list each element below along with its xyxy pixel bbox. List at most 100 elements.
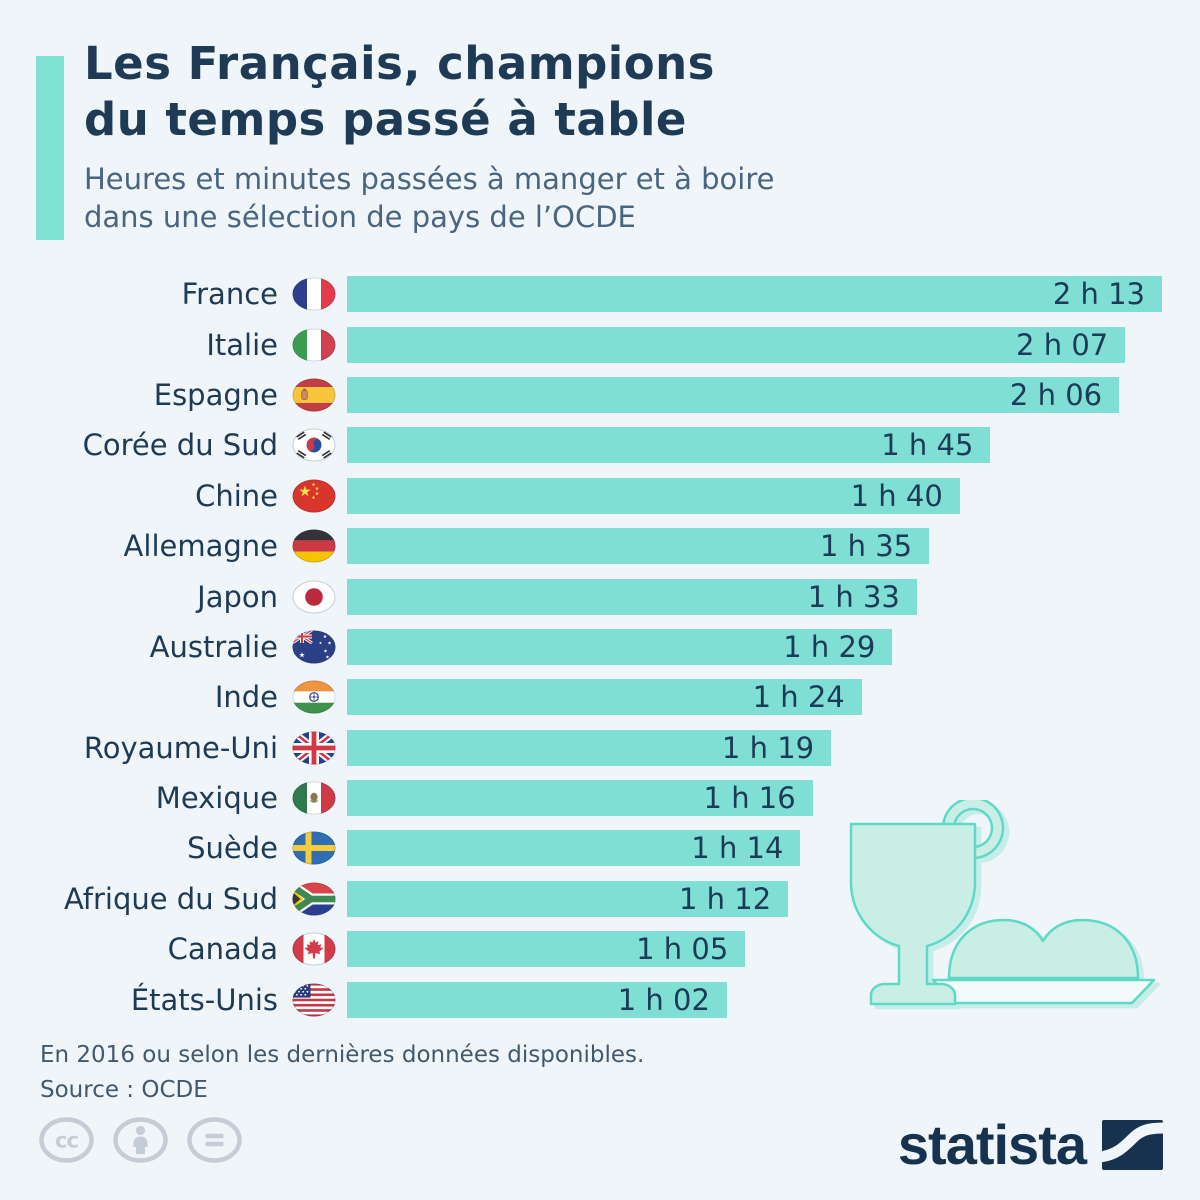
chart-row: France 2 h 13 — [40, 269, 1162, 319]
page-title: Les Français, champions du temps passé à… — [84, 36, 774, 148]
country-label: États-Unis — [130, 982, 278, 1017]
value-bar: 1 h 16 — [347, 780, 813, 817]
svg-text:cc: cc — [55, 1129, 78, 1153]
chart-row: Allemagne 1 h 35 — [40, 521, 1162, 571]
bar-track: 1 h 45 — [347, 427, 1162, 464]
bar-track: 1 h 14 — [347, 830, 1162, 867]
statista-wordmark: statista — [897, 1113, 1087, 1176]
value-bar: 1 h 19 — [347, 729, 832, 766]
value-label: 1 h 05 — [636, 932, 729, 967]
cc-license-icons: cc — [38, 1117, 243, 1163]
flag-afrique-du-sud-icon — [292, 882, 336, 916]
cc-by-icon — [113, 1117, 168, 1163]
value-bar: 1 h 45 — [347, 427, 991, 464]
flag-etats-unis-icon — [292, 983, 336, 1017]
chart-row: Chine 1 h 40 — [40, 471, 1162, 521]
flag-allemagne-icon — [292, 529, 336, 563]
bar-track: 1 h 05 — [347, 931, 1162, 968]
value-label: 1 h 16 — [703, 781, 796, 816]
cc-icon: cc — [39, 1117, 94, 1163]
value-label: 1 h 12 — [679, 881, 772, 916]
country-label: Inde — [214, 680, 278, 715]
chart-row: Afrique du Sud 1 h 12 — [40, 874, 1162, 924]
value-bar: 1 h 29 — [347, 628, 893, 665]
value-bar: 2 h 06 — [347, 376, 1120, 413]
value-label: 1 h 29 — [783, 629, 876, 664]
bar-track: 2 h 07 — [347, 326, 1162, 363]
chart-row: Inde 1 h 24 — [40, 672, 1162, 722]
country-label: Canada — [167, 932, 278, 967]
bar-track: 2 h 06 — [347, 376, 1162, 413]
chart-row: Australie 1 h 29 — [40, 622, 1162, 672]
chart-row: Royaume-Uni 1 h 19 — [40, 723, 1162, 773]
flag-italie-icon — [292, 328, 336, 362]
value-bar: 1 h 40 — [347, 477, 960, 514]
header: Les Français, champions du temps passé à… — [84, 36, 774, 236]
footnote-text: En 2016 ou selon les dernières données d… — [40, 1042, 645, 1068]
value-label: 1 h 14 — [691, 831, 784, 866]
value-bar: 1 h 35 — [347, 528, 930, 565]
bar-chart: France 2 h 13 Italie 2 h 07 Espagne 2 h … — [40, 269, 1162, 1025]
country-label: Suède — [187, 831, 278, 866]
bar-track: 1 h 29 — [347, 628, 1162, 665]
country-label: Corée du Sud — [82, 428, 278, 463]
chart-row: Corée du Sud 1 h 45 — [40, 420, 1162, 470]
bar-track: 1 h 19 — [347, 729, 1162, 766]
meal-illustration — [849, 800, 1156, 1006]
value-label: 1 h 24 — [752, 680, 845, 715]
country-label: France — [181, 277, 278, 312]
bar-track: 2 h 13 — [347, 276, 1162, 313]
country-label: Mexique — [155, 781, 278, 816]
value-label: 2 h 07 — [1016, 327, 1109, 362]
glass-icon — [849, 822, 977, 1006]
bar-track: 1 h 24 — [347, 679, 1162, 716]
chart-row: Mexique 1 h 16 — [40, 773, 1162, 823]
chart-row: Japon 1 h 33 — [40, 571, 1162, 621]
value-label: 2 h 06 — [1009, 377, 1103, 412]
flag-mexique-icon — [292, 781, 336, 815]
title-line-2: du temps passé à table — [84, 93, 687, 146]
value-label: 1 h 33 — [807, 579, 900, 614]
country-label: Japon — [197, 579, 278, 614]
value-bar: 1 h 24 — [347, 679, 862, 716]
flag-inde-icon — [292, 680, 336, 714]
source-note: Source : OCDE — [40, 1077, 208, 1103]
value-bar: 1 h 14 — [347, 830, 801, 867]
plate-icon — [931, 978, 1156, 1005]
subtitle: Heures et minutes passées à manger et à … — [84, 160, 774, 236]
bar-track: 1 h 02 — [347, 981, 1162, 1018]
flag-espagne-icon — [292, 378, 336, 412]
flag-royaume-uni-icon — [292, 731, 336, 765]
flag-france-icon — [292, 277, 336, 311]
value-bar: 1 h 05 — [347, 931, 746, 968]
chart-row: Espagne 2 h 06 — [40, 370, 1162, 420]
value-label: 1 h 40 — [850, 478, 943, 513]
chart-row: Suède 1 h 14 — [40, 823, 1162, 873]
bar-track: 1 h 12 — [347, 880, 1162, 917]
value-bar: 2 h 13 — [347, 276, 1162, 313]
value-label: 1 h 35 — [819, 529, 913, 564]
chart-row: Italie 2 h 07 — [40, 319, 1162, 369]
chart-row: États-Unis 1 h 02 — [40, 974, 1162, 1024]
food-mounds-icon — [947, 918, 1140, 980]
country-label: Italie — [206, 327, 278, 362]
flag-australie-icon — [292, 630, 336, 664]
footer: En 2016 ou selon les dernières données d… — [40, 1038, 644, 1108]
value-bar: 1 h 02 — [347, 981, 727, 1018]
value-label: 2 h 13 — [1052, 277, 1145, 312]
cc-nd-icon — [187, 1117, 242, 1163]
flag-coree-du-sud-icon — [292, 428, 336, 462]
value-bar: 1 h 33 — [347, 578, 917, 615]
title-accent-bar — [36, 56, 64, 240]
country-label: Allemagne — [123, 529, 278, 564]
statista-logo-icon — [1102, 1119, 1163, 1170]
flag-canada-icon — [292, 932, 336, 966]
value-label: 1 h 45 — [881, 428, 974, 463]
chart-row: Canada 1 h 05 — [40, 924, 1162, 974]
value-bar: 2 h 07 — [347, 326, 1126, 363]
bar-track: 1 h 33 — [347, 578, 1162, 615]
statista-logo: statista — [898, 1112, 1163, 1177]
country-label: Royaume-Uni — [83, 730, 278, 765]
value-label: 1 h 19 — [721, 730, 815, 765]
